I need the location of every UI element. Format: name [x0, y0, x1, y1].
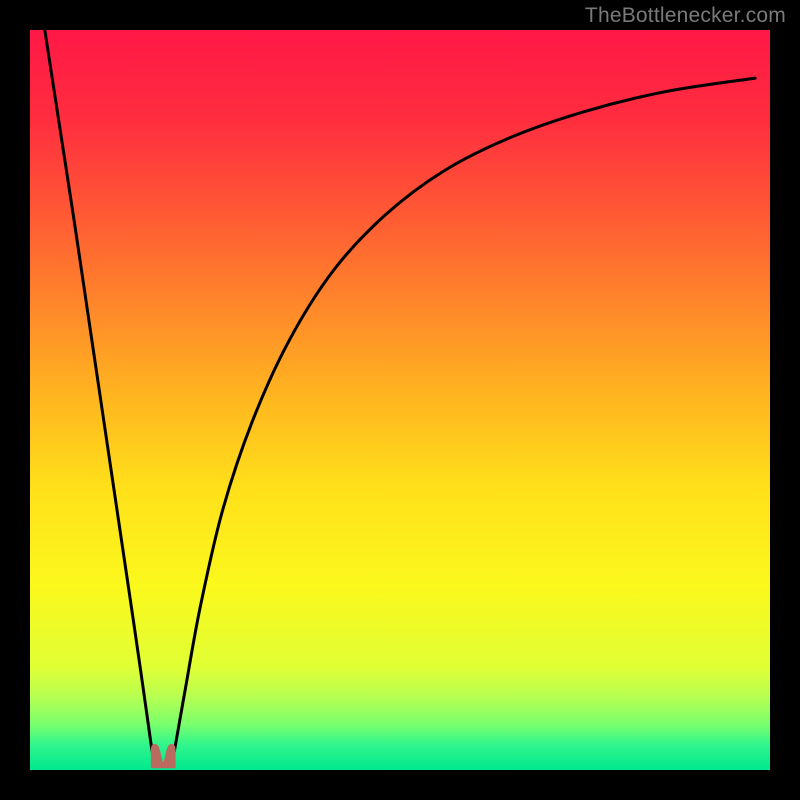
bottleneck-chart [0, 0, 800, 800]
chart-container: TheBottlenecker.com [0, 0, 800, 800]
plot-background [30, 30, 770, 770]
